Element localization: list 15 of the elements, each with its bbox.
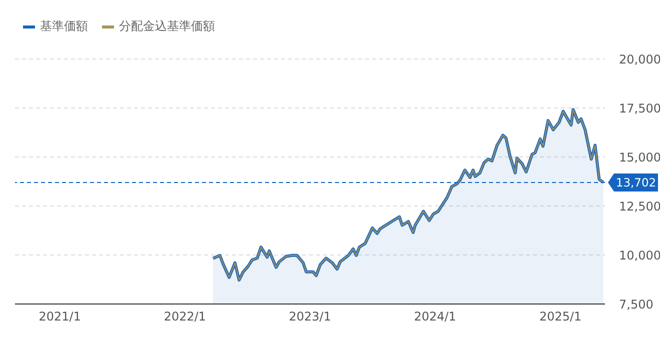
legend-label: 分配金込基準価額 [118,18,215,35]
legend-label: 基準価額 [39,18,88,35]
x-tick-label: 2025/1 [539,310,582,324]
x-tick-label: 2023/1 [288,310,332,324]
y-tick-label: 20,000 [619,52,661,66]
y-tick-label: 7,500 [619,297,654,312]
label-tag: 13,702 [608,173,658,192]
y-tick-label: 12,500 [619,199,661,214]
x-tick-label: 2024/1 [414,310,456,324]
y-tick-label: 17,500 [619,101,661,116]
y-tick-label: 15,000 [619,150,661,164]
x-tick-label: 2022/1 [164,310,206,324]
x-tick-label: 2021/1 [38,310,81,324]
ref-line-label: 13,702 [616,175,656,190]
y-tick-label: 10,000 [619,248,661,262]
